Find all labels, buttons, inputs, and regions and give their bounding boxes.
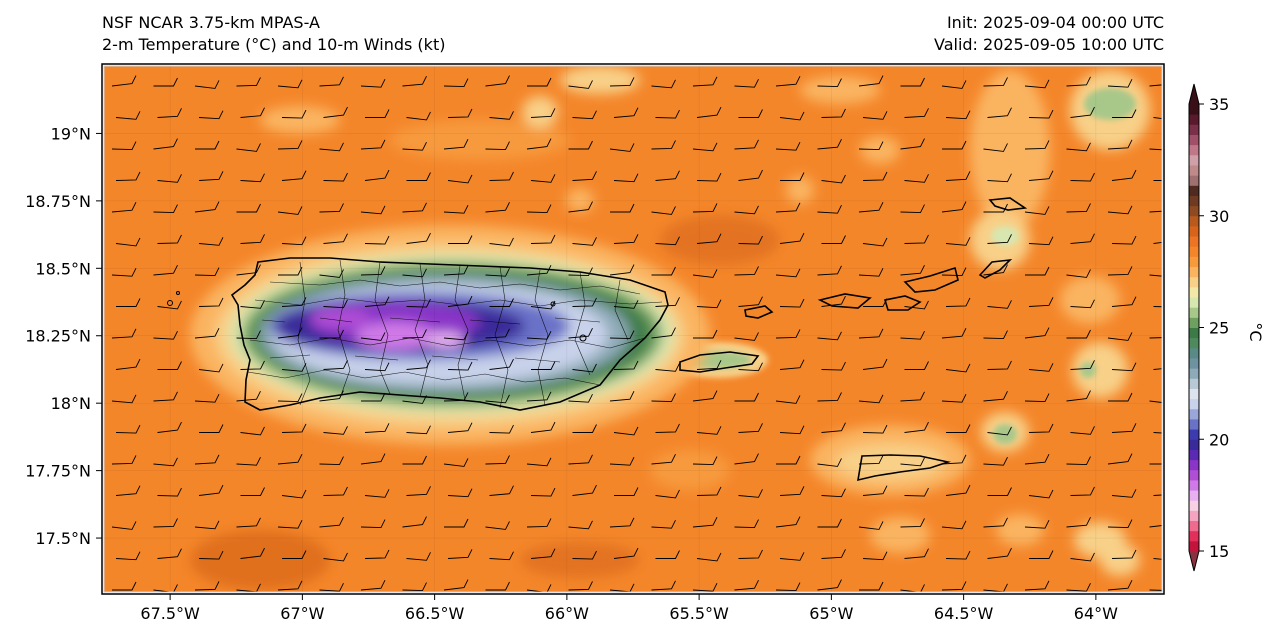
lakes — [167, 291, 587, 342]
colorbar: 15 20 25 30 35 °C — [1188, 83, 1265, 572]
lon-tick-label-1: 67°W — [280, 604, 324, 623]
colorbar-label: °C — [1246, 322, 1265, 341]
colorbar-segments — [1188, 83, 1200, 572]
lat-tick-label-5: 17.75°N — [25, 462, 91, 481]
colorbar-segment-42 — [1189, 114, 1199, 125]
st-croix-coast — [857, 454, 952, 482]
colorbar-segment-25 — [1189, 286, 1199, 298]
colorbar-tick-label-4: 35 — [1209, 95, 1229, 114]
wind-barbs — [111, 75, 1162, 592]
colorbar-segment-31 — [1189, 225, 1199, 237]
colorbar-segment-1 — [1189, 530, 1199, 542]
colorbar-segment-21 — [1189, 327, 1199, 339]
colorbar-segment-26 — [1189, 276, 1199, 288]
colorbar-segment-41 — [1189, 124, 1199, 135]
colorbar-extend-min — [1189, 551, 1199, 571]
virgin-gorda-coast — [978, 258, 1013, 279]
colorbar-segment-17 — [1189, 368, 1199, 379]
lon-tick-label-0: 67.5°W — [140, 604, 200, 623]
lon-axis: 67.5°W 67°W 66.5°W 66°W 65.5°W 65°W 64.5°W 64°W — [140, 594, 1118, 623]
colorbar-segment-37 — [1189, 164, 1199, 176]
colorbar-segment-27 — [1189, 266, 1199, 278]
lon-tick-label-5: 65°W — [809, 604, 853, 623]
colorbar-segment-10 — [1189, 439, 1199, 450]
lat-tick-label-3: 18.25°N — [25, 327, 91, 346]
lat-axis: 19°N 18.75°N 18.5°N 18.25°N 18°N 17.75°N 17.5°… — [25, 124, 102, 548]
colorbar-segment-9 — [1189, 449, 1199, 461]
colorbar-segment-39 — [1189, 144, 1199, 156]
culebra-coast — [744, 305, 774, 319]
st-john-coast — [883, 295, 922, 311]
colorbar-tick-label-2: 25 — [1209, 319, 1229, 338]
colorbar-segment-20 — [1189, 337, 1199, 349]
map-inner-frame — [103, 65, 1163, 593]
colorbar-segment-43 — [1189, 104, 1199, 115]
colorbar-segment-32 — [1189, 215, 1199, 227]
colorbar-segment-29 — [1189, 246, 1199, 257]
colorbar-segment-6 — [1189, 479, 1199, 491]
colorbar-segment-34 — [1189, 195, 1199, 207]
puerto-rico-coast — [230, 257, 669, 411]
valid-time: Valid: 2025-09-05 10:00 UTC — [933, 35, 1164, 54]
lon-tick-label-7: 64°W — [1074, 604, 1118, 623]
lat-tick-label-1: 18.75°N — [25, 192, 91, 211]
colorbar-segment-30 — [1189, 236, 1199, 247]
init-time: Init: 2025-09-04 00:00 UTC — [946, 13, 1164, 32]
colorbar-tick-label-1: 20 — [1209, 430, 1229, 449]
colorbar-segment-5 — [1189, 490, 1199, 501]
lon-tick-label-2: 66.5°W — [405, 604, 465, 623]
lat-tick-label-2: 18.5°N — [35, 259, 91, 278]
ocean-patches — [190, 66, 1150, 590]
ne-spots — [991, 88, 1136, 444]
colorbar-segment-14 — [1189, 398, 1199, 410]
colorbar-segment-13 — [1189, 408, 1199, 420]
colorbar-segment-38 — [1189, 154, 1199, 166]
colorbar-tick-label-3: 30 — [1209, 207, 1229, 226]
colorbar-ticks: 15 20 25 30 35 — [1199, 95, 1229, 561]
map-frame — [101, 63, 1165, 595]
colorbar-segment-22 — [1189, 317, 1199, 328]
lat-tick-label-6: 17.5°N — [35, 529, 91, 548]
lon-tick-label-3: 66°W — [545, 604, 589, 623]
colorbar-segment-36 — [1189, 175, 1199, 186]
colorbar-segment-33 — [1189, 205, 1199, 217]
colorbar-segment-16 — [1189, 378, 1199, 389]
colorbar-segment-8 — [1189, 459, 1199, 471]
colorbar-segment-19 — [1189, 347, 1199, 359]
lat-tick-label-4: 18°N — [51, 394, 91, 413]
st-thomas-coast — [817, 293, 872, 309]
map-area — [104, 66, 1162, 592]
colorbar-extend-max — [1189, 84, 1199, 104]
colorbar-segment-40 — [1189, 134, 1199, 146]
vieques-coast — [679, 351, 760, 373]
coastlines — [230, 197, 1028, 482]
model-title: NSF NCAR 3.75-km MPAS-A — [102, 13, 320, 32]
colorbar-segment-4 — [1189, 500, 1199, 511]
colorbar-segment-35 — [1189, 185, 1199, 196]
st-croix-halo — [810, 425, 970, 495]
colorbar-segment-7 — [1189, 469, 1199, 481]
lon-tick-label-4: 65.5°W — [669, 604, 729, 623]
anegada-coast — [988, 197, 1028, 211]
lon-tick-label-6: 64.5°W — [934, 604, 994, 623]
colorbar-segment-18 — [1189, 357, 1199, 369]
colorbar-segment-3 — [1189, 510, 1199, 522]
lat-tick-label-0: 19°N — [51, 124, 91, 143]
colorbar-tick-label-0: 15 — [1209, 542, 1229, 561]
gridlines — [104, 66, 1162, 592]
colorbar-segment-23 — [1189, 307, 1199, 318]
colorbar-segment-15 — [1189, 388, 1199, 400]
fields-title: 2-m Temperature (°C) and 10-m Winds (kt) — [102, 35, 446, 54]
colorbar-segment-28 — [1189, 256, 1199, 268]
colorbar-segment-24 — [1189, 297, 1199, 308]
colorbar-segment-2 — [1189, 520, 1199, 532]
colorbar-segment-12 — [1189, 418, 1199, 430]
colorbar-segment-0 — [1189, 540, 1199, 552]
colorbar-segment-11 — [1189, 429, 1199, 440]
tortola-coast — [903, 266, 959, 293]
